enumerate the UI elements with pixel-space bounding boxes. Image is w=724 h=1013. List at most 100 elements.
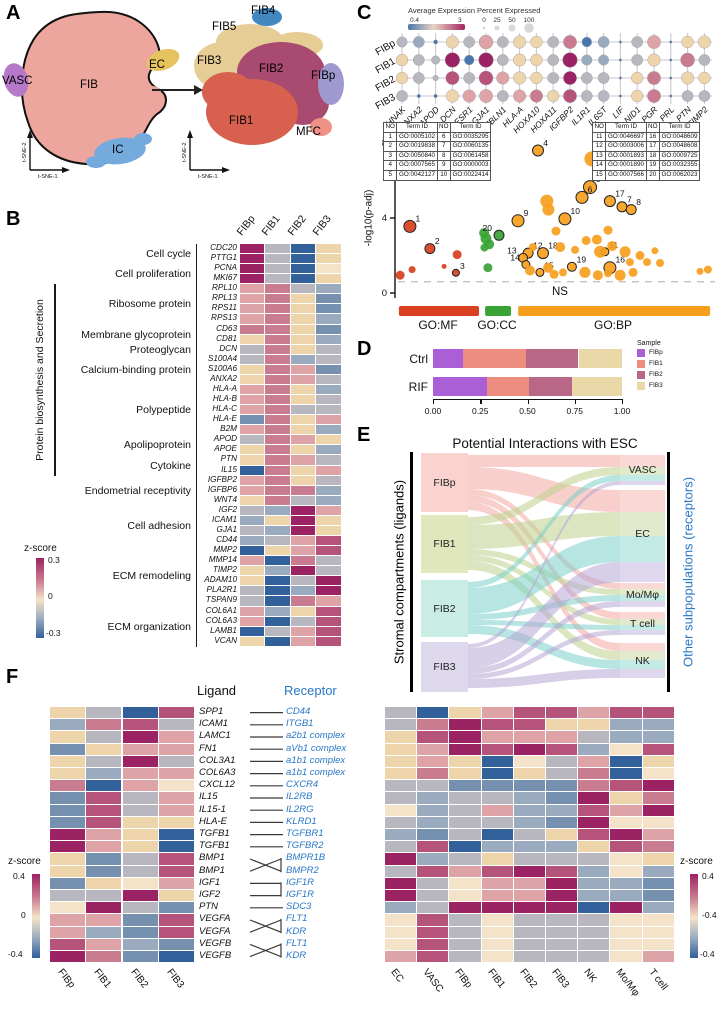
go-table-header: Term ID: [449, 122, 492, 133]
heatmap-cell: [610, 914, 642, 926]
heatmapB-group-bracket-line: [54, 284, 56, 476]
sankey-flow: [468, 601, 620, 674]
tsne-x-arrow: [62, 167, 70, 173]
heatmap-cell: [578, 768, 610, 780]
heatmap-cell: [610, 853, 642, 865]
heatmap-cell: [86, 780, 122, 792]
heatmap-cell: [240, 626, 265, 636]
heatmap-cell: [642, 719, 674, 731]
heatmap-cell: [316, 586, 341, 596]
legend-swatch: [637, 349, 645, 357]
gene-label: TIMP2: [212, 565, 237, 575]
heatmap-cell: [240, 505, 265, 515]
gene-label: DCN: [219, 343, 237, 353]
scatter-point: [452, 250, 462, 260]
heatmap-cell: [546, 804, 578, 816]
heatmapF-left-legend-gradient: [32, 874, 40, 958]
heatmap-cell: [290, 616, 316, 626]
heatmap-cell: [316, 576, 341, 586]
ligand-label: SPP1: [199, 706, 224, 717]
heatmap-cell: [290, 475, 316, 485]
heatmap-cell: [265, 586, 290, 596]
heatmap-cell: [481, 743, 513, 755]
go-table-cell: 4: [382, 160, 398, 171]
cluster-label: FIB4: [251, 5, 276, 17]
heatmap-cell: [481, 719, 513, 731]
heatmap-cell: [642, 755, 674, 767]
go-mf-label: GO:MF: [418, 318, 458, 332]
heatmap-cell: [122, 829, 158, 841]
heatmap-cell: [610, 865, 642, 877]
heatmap-cell: [449, 914, 481, 926]
sankey-right-node-segment: [620, 595, 665, 601]
tsne-vasc-blob: [3, 63, 29, 97]
dotplot-dot: [513, 71, 527, 85]
panel-label-F: F: [6, 666, 19, 688]
sankey-flow: [468, 475, 620, 588]
gene-label: ADAM10: [204, 575, 237, 585]
gene-label: COL6A3: [205, 615, 237, 625]
heatmap-cell: [316, 525, 341, 536]
receptor-label: FLT1: [286, 913, 308, 925]
receptor-label: KDR: [286, 925, 307, 937]
heatmapB-legend-gradient: [36, 558, 44, 638]
go-cc-label: GO:CC: [477, 318, 517, 332]
go-table-cell: GO:0050840: [396, 150, 438, 162]
heatmap-cell: [265, 274, 290, 284]
sankey-left-axis-line: [410, 452, 413, 692]
sankey-node-label: EC: [635, 527, 650, 540]
dotplot-dot: [669, 76, 673, 80]
heatmap-cell: [449, 902, 481, 914]
heatmap-cell: [265, 334, 290, 344]
heatmap-cell: [158, 719, 194, 731]
heatmap-cell: [158, 731, 194, 743]
heatmap-cell: [513, 841, 545, 853]
heatmap-cell: [417, 865, 449, 877]
heatmap-cell: [86, 755, 122, 767]
scatter-point-label: 12: [533, 241, 543, 251]
heatmap-cell: [240, 495, 265, 505]
heatmap-cell: [417, 926, 449, 938]
heatmap-cell: [158, 768, 194, 780]
scatter-point: [395, 270, 405, 280]
heatmap-cell: [240, 576, 265, 586]
heatmap-cell: [265, 324, 290, 334]
heatmap-cell: [513, 731, 545, 743]
sankey-flow: [468, 536, 620, 614]
gene-label: APOE: [214, 444, 237, 454]
scatter-point: [643, 258, 651, 267]
go-table-cell: GO:0009725: [658, 150, 701, 162]
category-label: Ribosome protein: [8, 284, 197, 325]
dotplot-dot: [697, 35, 711, 49]
dotplot-dot: [530, 71, 543, 85]
dotplot-dot: [581, 54, 593, 66]
sankey-right-node-segment: [620, 619, 665, 625]
dotplot-row-label: FIB1: [374, 56, 398, 76]
heatmap-cell: [122, 707, 158, 719]
dotplot-dot: [669, 58, 673, 62]
heatmap-cell: [50, 719, 86, 731]
heatmap-cell: [513, 926, 545, 938]
scatter-point: [625, 258, 634, 267]
gene-label: ICAM1: [211, 514, 237, 524]
pct-tick: 50: [508, 17, 516, 24]
heatmap-cell: [513, 816, 545, 828]
heatmap-cell: [86, 926, 122, 938]
dotplot-dot: [395, 71, 409, 85]
heatmap-cell: [290, 384, 316, 395]
sankey-right-node-segment: [620, 562, 665, 582]
scatter-point: [424, 243, 436, 255]
heatmap-cell: [546, 890, 578, 902]
heatmap-cell: [546, 719, 578, 731]
heatmap-cell: [513, 877, 545, 889]
heatmap-cell: [240, 636, 265, 646]
scatter-point: [542, 203, 555, 216]
receptor-label: CD44: [286, 706, 311, 717]
heatmap-cell: [513, 768, 545, 780]
panel-label-E: E: [357, 424, 371, 446]
ligand-label: VEGFB: [199, 950, 232, 961]
go-table-cell: 14: [591, 160, 607, 171]
sankey-left-node: [421, 642, 468, 692]
sankey-flow: [468, 669, 620, 688]
heatmap-cell: [240, 405, 265, 415]
